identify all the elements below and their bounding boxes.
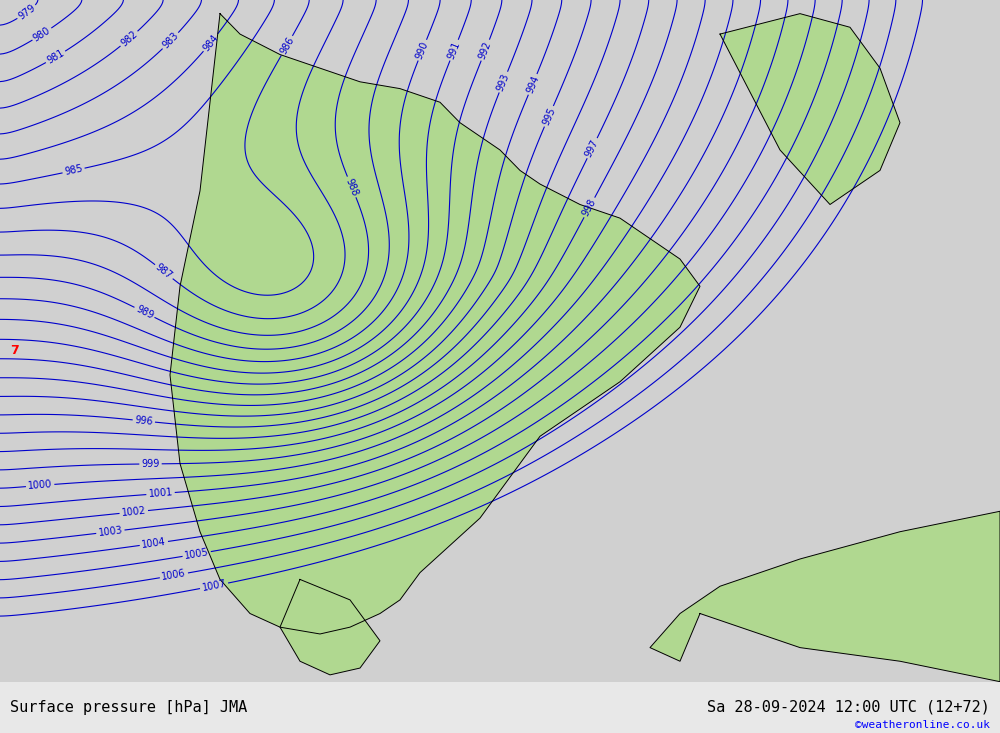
Text: 981: 981 <box>45 48 66 66</box>
Text: 990: 990 <box>414 40 430 61</box>
Polygon shape <box>650 512 1000 682</box>
Polygon shape <box>280 579 380 675</box>
Text: 999: 999 <box>141 459 160 469</box>
Text: Surface pressure [hPa] JMA: Surface pressure [hPa] JMA <box>10 699 247 715</box>
Text: 988: 988 <box>344 177 360 197</box>
Text: 1000: 1000 <box>28 479 53 491</box>
Text: 983: 983 <box>161 31 181 51</box>
Text: Sa 28-09-2024 12:00 UTC (12+72): Sa 28-09-2024 12:00 UTC (12+72) <box>707 699 990 715</box>
Text: 989: 989 <box>134 303 155 321</box>
Text: 984: 984 <box>201 32 220 53</box>
Text: 992: 992 <box>477 40 493 61</box>
Text: 1007: 1007 <box>201 578 227 593</box>
Text: 1005: 1005 <box>184 547 210 561</box>
Text: ©weatheronline.co.uk: ©weatheronline.co.uk <box>855 721 990 730</box>
Text: 993: 993 <box>495 72 511 92</box>
Text: 1002: 1002 <box>121 506 147 518</box>
Text: 1004: 1004 <box>141 537 167 550</box>
Text: 1001: 1001 <box>148 487 173 499</box>
Text: 996: 996 <box>134 415 153 427</box>
Text: 979: 979 <box>16 3 37 22</box>
Text: 1006: 1006 <box>161 568 187 583</box>
Text: 987: 987 <box>154 262 174 281</box>
Text: 986: 986 <box>278 35 296 56</box>
Text: 997: 997 <box>584 138 601 159</box>
Text: 1003: 1003 <box>98 526 123 538</box>
Text: 980: 980 <box>32 25 52 43</box>
Polygon shape <box>170 14 700 634</box>
Text: 982: 982 <box>119 29 139 48</box>
Polygon shape <box>720 14 900 205</box>
Text: 985: 985 <box>63 163 84 177</box>
Text: 995: 995 <box>541 106 557 127</box>
Text: 994: 994 <box>525 74 541 95</box>
Text: 991: 991 <box>446 40 462 61</box>
Text: 7: 7 <box>10 345 19 358</box>
Text: 998: 998 <box>581 197 598 218</box>
